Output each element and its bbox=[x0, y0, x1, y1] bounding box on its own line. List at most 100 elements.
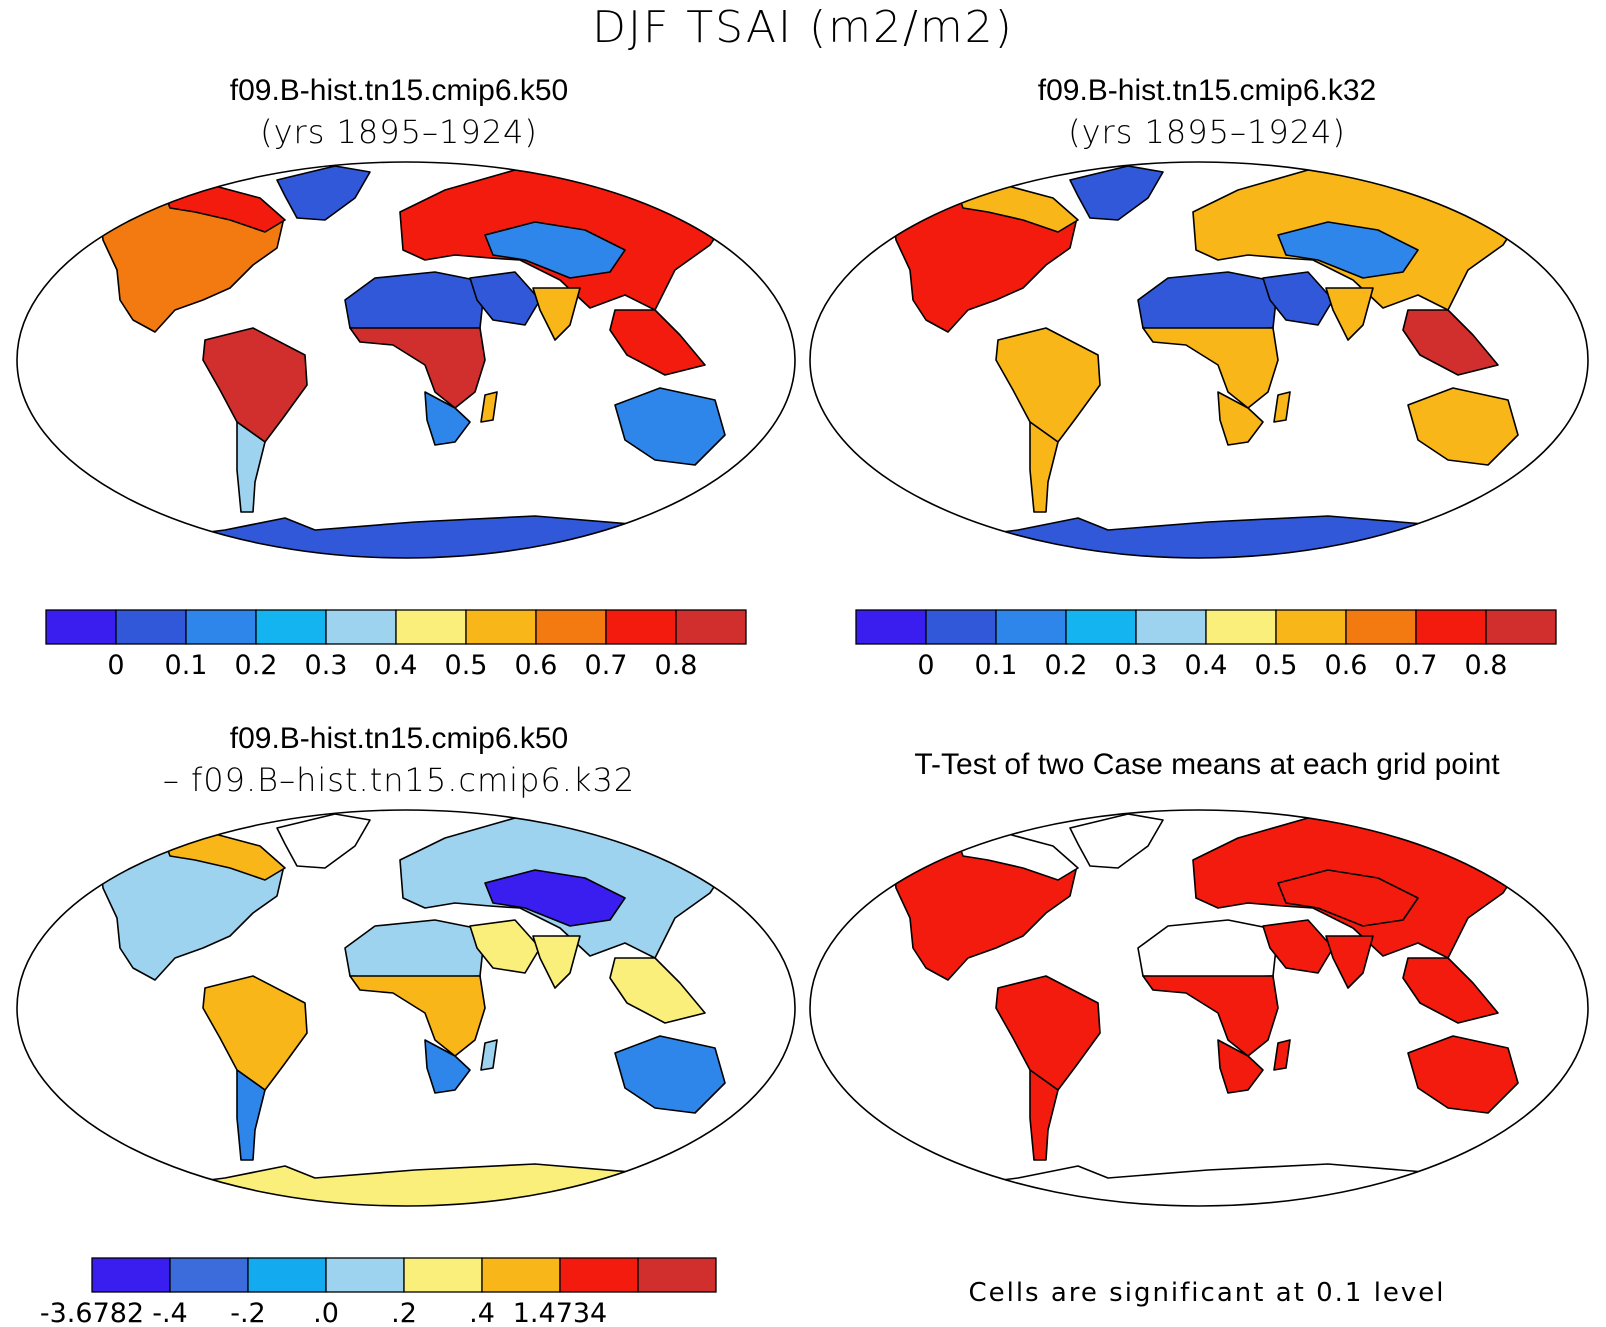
region-centralasia bbox=[484, 869, 626, 927]
region-india bbox=[532, 287, 581, 341]
region-africa-trop bbox=[349, 327, 486, 409]
colorbar-swatch bbox=[855, 609, 927, 645]
colorbar-tick-label: 0.5 bbox=[445, 650, 488, 681]
region-samerica bbox=[202, 327, 308, 443]
colorbar-swatch bbox=[637, 1257, 717, 1293]
colorbar-swatch bbox=[1485, 609, 1557, 645]
colorbar-swatch bbox=[91, 1257, 171, 1293]
region-africa-south bbox=[1217, 1039, 1264, 1094]
panel1-title: f09.B-hist.tn15.cmip6.k50 bbox=[229, 74, 569, 107]
colorbar-tick-label: 0.7 bbox=[585, 650, 628, 681]
colorbar-swatch bbox=[169, 1257, 249, 1293]
map-panel-3 bbox=[16, 809, 796, 1207]
map-border bbox=[16, 161, 796, 559]
colorbar-tick-label: .2 bbox=[391, 1298, 417, 1327]
colorbar-tick-label: -.2 bbox=[230, 1298, 266, 1327]
region-australia bbox=[614, 387, 726, 466]
colorbar-tick-label: 0.6 bbox=[1325, 650, 1368, 681]
colorbar-tick-label: 0.2 bbox=[235, 650, 278, 681]
colorbar-swatch bbox=[605, 609, 677, 645]
region-madagascar bbox=[1273, 1039, 1291, 1071]
colorbar-tick-label: .0 bbox=[313, 1298, 339, 1327]
region-madagascar bbox=[480, 1039, 498, 1071]
panel3-subtitle: – f09.B–hist.tn15.cmip6.k32 bbox=[162, 761, 636, 799]
colorbar-swatch bbox=[535, 609, 607, 645]
colorbar-swatch bbox=[1065, 609, 1137, 645]
region-australia bbox=[1407, 387, 1519, 466]
region-arabia bbox=[1262, 271, 1334, 326]
colorbar-tick-label: 0.4 bbox=[1185, 650, 1228, 681]
region-canada bbox=[957, 833, 1079, 881]
region-arabia bbox=[1262, 919, 1334, 974]
colorbar-swatch bbox=[403, 1257, 483, 1293]
region-patagonia bbox=[236, 421, 266, 513]
colorbar-tick-label: 0.3 bbox=[1115, 650, 1158, 681]
map-panel-2 bbox=[809, 161, 1589, 559]
region-india bbox=[1325, 287, 1374, 341]
colorbar-tick-label: 0.3 bbox=[305, 650, 348, 681]
region-centralasia bbox=[484, 221, 626, 279]
colorbar-tick-label: 1.4734 bbox=[513, 1298, 607, 1327]
region-patagonia bbox=[236, 1069, 266, 1161]
colorbar-tick-label: 0.6 bbox=[515, 650, 558, 681]
region-seasia bbox=[1402, 957, 1499, 1024]
colorbar-tick-label: .4 bbox=[469, 1298, 495, 1327]
region-india bbox=[532, 935, 581, 989]
colorbar-tick-label: 0.5 bbox=[1255, 650, 1298, 681]
colorbar-diff: -3.6782 -.4 -.2 .0 .2 .4 1.4734 bbox=[40, 1257, 717, 1327]
colorbar-swatch bbox=[395, 609, 467, 645]
map-border bbox=[16, 809, 796, 1207]
region-africa-south bbox=[1217, 391, 1264, 446]
region-centralasia bbox=[1277, 221, 1419, 279]
panel1-subtitle: (yrs 1895–1924) bbox=[260, 113, 538, 151]
significance-note: Cells are significant at 0.1 level bbox=[968, 1278, 1446, 1308]
map-border bbox=[809, 161, 1589, 559]
colorbar-tick-label: 0.7 bbox=[1395, 650, 1438, 681]
colorbar-tick-label: 0.2 bbox=[1045, 650, 1088, 681]
colorbar-tick-label: -.4 bbox=[152, 1298, 188, 1327]
colorbar-swatch bbox=[247, 1257, 327, 1293]
region-canada bbox=[164, 833, 286, 881]
region-madagascar bbox=[480, 391, 498, 423]
region-seasia bbox=[1402, 309, 1499, 376]
colorbar-swatch bbox=[255, 609, 327, 645]
region-australia bbox=[614, 1035, 726, 1114]
colorbar-tick-label: 0 bbox=[917, 650, 934, 681]
colorbar-swatch bbox=[1345, 609, 1417, 645]
colorbar-swatch bbox=[1415, 609, 1487, 645]
map-border bbox=[809, 809, 1589, 1207]
colorbar-panel-1: 0 0.1 0.2 0.3 0.4 0.5 0.6 0.7 0.8 bbox=[45, 609, 747, 681]
region-africa-trop bbox=[1142, 327, 1279, 409]
colorbar-swatch bbox=[481, 1257, 561, 1293]
region-canada bbox=[164, 185, 286, 233]
region-samerica bbox=[995, 975, 1101, 1091]
region-patagonia bbox=[1029, 1069, 1059, 1161]
colorbar-tick-label: 0.8 bbox=[655, 650, 698, 681]
map-panel-4 bbox=[809, 809, 1589, 1207]
region-india bbox=[1325, 935, 1374, 989]
colorbar-swatch bbox=[45, 609, 117, 645]
region-madagascar bbox=[1273, 391, 1291, 423]
colorbar-swatch bbox=[1275, 609, 1347, 645]
map-panel-1 bbox=[16, 161, 796, 559]
region-greenland bbox=[1069, 813, 1164, 869]
colorbar-swatch bbox=[1135, 609, 1207, 645]
region-greenland bbox=[276, 165, 371, 221]
region-africa-trop bbox=[1142, 975, 1279, 1057]
colorbar-swatch bbox=[675, 609, 747, 645]
region-africa-trop bbox=[349, 975, 486, 1057]
colorbar-swatch bbox=[325, 609, 397, 645]
region-canada bbox=[957, 185, 1079, 233]
region-africa-south bbox=[424, 1039, 471, 1094]
colorbar-swatch bbox=[559, 1257, 639, 1293]
region-australia bbox=[1407, 1035, 1519, 1114]
colorbar-swatch bbox=[1205, 609, 1277, 645]
region-samerica bbox=[202, 975, 308, 1091]
region-greenland bbox=[276, 813, 371, 869]
colorbar-swatch bbox=[995, 609, 1067, 645]
colorbar-swatch bbox=[925, 609, 997, 645]
panel2-subtitle: (yrs 1895–1924) bbox=[1068, 113, 1346, 151]
region-arabia bbox=[469, 919, 541, 974]
colorbar-swatch bbox=[185, 609, 257, 645]
region-centralasia bbox=[1277, 869, 1419, 927]
